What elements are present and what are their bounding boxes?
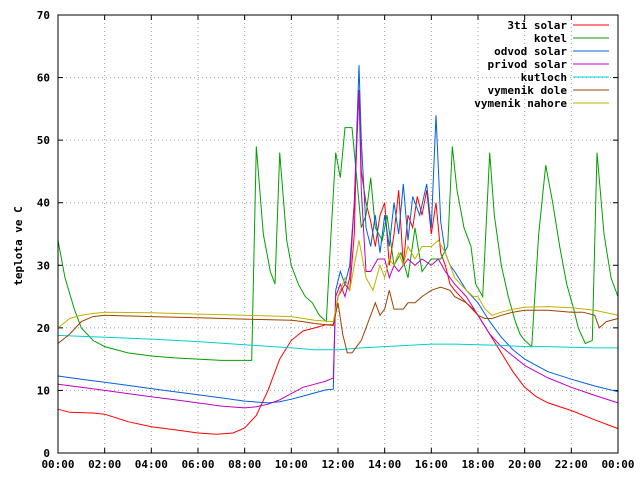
- y-tick-label: 60: [37, 72, 50, 85]
- axis-ticks: 00:00 02:00 04:00 06:00 08:00 10:00 12:00 14:00…: [37, 9, 635, 471]
- y-tick-label: 0: [43, 447, 50, 460]
- y-tick-label: 10: [37, 384, 50, 397]
- series-line-7: [57, 239, 619, 329]
- x-tick-label: 00:00: [601, 458, 634, 471]
- y-tick-label: 40: [37, 197, 50, 210]
- y-tick-label: 50: [37, 134, 50, 147]
- x-tick-label: 18:00: [461, 458, 494, 471]
- series-line-1: [57, 90, 619, 435]
- y-tick-label: 20: [37, 322, 50, 335]
- y-tick-label: 70: [37, 9, 50, 22]
- legend-label: kotel: [534, 32, 567, 45]
- legend-label: vymenik nahore: [474, 97, 567, 110]
- series-line-6: [57, 286, 619, 354]
- series-line-2: [57, 127, 619, 361]
- legend-label: vymenik dole: [488, 84, 568, 97]
- legend-label: privod solar: [488, 58, 568, 71]
- grid-lines: [58, 15, 618, 453]
- series-line-3: [57, 65, 619, 404]
- x-tick-label: 02:00: [88, 458, 121, 471]
- legend-label: odvod solar: [494, 45, 567, 58]
- x-tick-label: 22:00: [555, 458, 588, 471]
- y-tick-label: 30: [37, 259, 50, 272]
- x-tick-label: 16:00: [415, 458, 448, 471]
- x-tick-label: 14:00: [368, 458, 401, 471]
- x-tick-label: 08:00: [228, 458, 261, 471]
- x-tick-label: 10:00: [275, 458, 308, 471]
- y-axis-label: teplota ve C: [12, 206, 25, 285]
- plot-frame: [57, 14, 619, 454]
- series-line-4: [57, 90, 619, 409]
- x-tick-label: 04:00: [135, 458, 168, 471]
- series-line-5: [57, 334, 618, 351]
- x-tick-label: 20:00: [508, 458, 541, 471]
- x-tick-label: 06:00: [181, 458, 214, 471]
- legend-label: kutloch: [521, 71, 567, 84]
- x-tick-label: 00:00: [41, 458, 74, 471]
- series-lines: [57, 65, 619, 435]
- x-tick-label: 12:00: [321, 458, 354, 471]
- legend-label: 3ti solar: [507, 19, 567, 32]
